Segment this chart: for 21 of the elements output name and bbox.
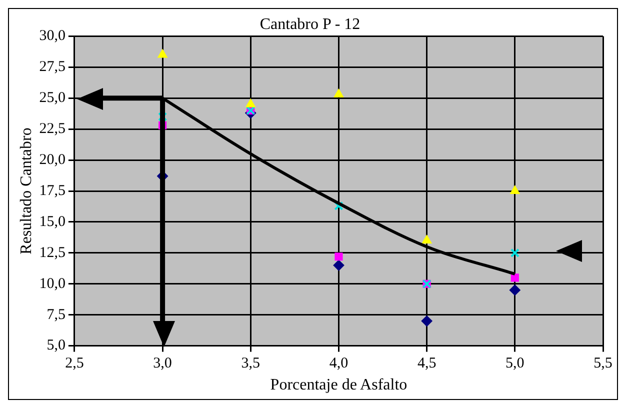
- y-tick-label: 12,5: [39, 244, 66, 261]
- chart-title: Cantabro P - 12: [260, 16, 360, 33]
- x-axis-title: Porcentaje de Asfalto: [270, 376, 408, 394]
- y-tick-label: 22,5: [39, 121, 66, 138]
- x-tick-label: 4,0: [329, 356, 348, 372]
- x-tick-label: 4,5: [417, 356, 436, 372]
- x-tick-label: 2,5: [65, 356, 84, 372]
- x-tick-label: 5,0: [506, 356, 524, 372]
- y-tick-label: 10,0: [39, 276, 66, 292]
- y-tick-label: 5,0: [46, 338, 66, 354]
- x-tick-label: 5,5: [594, 356, 612, 372]
- y-tick-label: 17,5: [39, 182, 66, 199]
- y-tick-label: 15,0: [39, 214, 66, 230]
- x-tick-label: 3,5: [241, 356, 260, 372]
- y-tick-label: 20,0: [39, 152, 66, 168]
- y-tick-label: 27,5: [39, 59, 66, 76]
- y-tick-label: 25,0: [39, 90, 66, 106]
- y-axis-title: Resultado Cantabro: [18, 128, 35, 254]
- y-tick-label: 7,5: [46, 306, 66, 323]
- y-tick-label: 30,0: [39, 28, 66, 44]
- x-tick-label: 3,0: [153, 356, 172, 372]
